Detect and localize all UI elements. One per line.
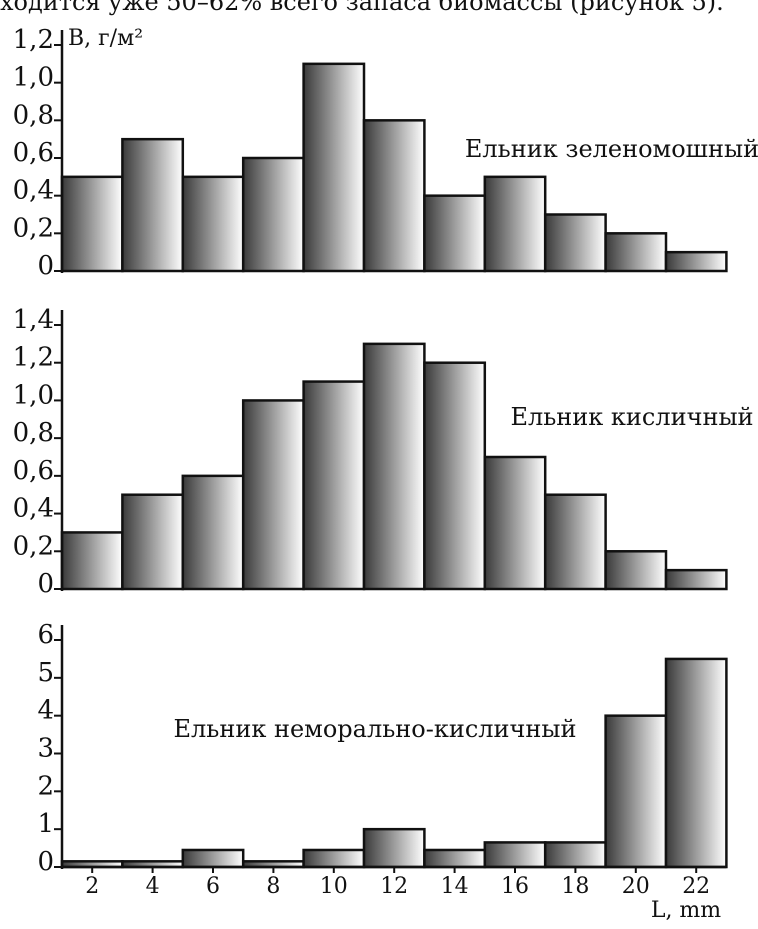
- y-tick-label-1: 1,0: [13, 63, 54, 93]
- bar-3-6: [181, 848, 245, 869]
- bar-2-16: [483, 455, 547, 591]
- y-tick-label-3: 3: [37, 734, 54, 764]
- x-tick-label: 8: [266, 874, 280, 899]
- y-tick-label-2: 1,2: [13, 343, 54, 373]
- x-tick-label: 20: [622, 874, 650, 899]
- y-tick-label-1: 1,2: [13, 25, 54, 55]
- bar-2-22: [664, 568, 728, 591]
- x-tick-label: 12: [380, 874, 408, 899]
- bar-3-20: [604, 714, 668, 869]
- x-tick-label: 6: [206, 874, 220, 899]
- y-tick-label-3: 6: [37, 620, 54, 650]
- bar-1-16: [483, 175, 547, 273]
- y-tick-label-2: 0,4: [13, 494, 54, 524]
- y-tick-label-1: 0,2: [13, 213, 54, 243]
- panel-label-1: Ельник зеленомошный: [465, 135, 758, 163]
- y-tick-label-1: 0,8: [13, 100, 54, 130]
- y-tick-label-1: 0,6: [13, 138, 54, 168]
- x-tick-label: 10: [320, 874, 348, 899]
- bar-2-20: [604, 550, 668, 591]
- y-tick-label-3: 0: [37, 847, 54, 877]
- y-tick-label-3: 2: [37, 771, 54, 801]
- bar-1-2: [60, 175, 124, 273]
- bar-1-6: [181, 175, 245, 273]
- bar-2-12: [362, 342, 426, 591]
- bar-3-12: [362, 827, 426, 869]
- y-tick-label-3: 5: [37, 658, 54, 688]
- bar-2-8: [241, 399, 305, 591]
- y-tick-label-2: 0,6: [13, 456, 54, 486]
- bar-3-22: [664, 657, 728, 869]
- bar-1-22: [664, 250, 728, 273]
- y-tick-label-2: 1,0: [13, 380, 54, 410]
- bar-1-8: [241, 156, 305, 273]
- bar-2-4: [121, 493, 185, 591]
- y-tick-label-1: 0,4: [13, 176, 54, 206]
- y-tick-label-2: 1,4: [13, 305, 54, 335]
- bar-1-20: [604, 232, 668, 273]
- y-tick-label-3: 4: [37, 696, 54, 726]
- bar-3-18: [543, 841, 607, 869]
- y-tick-label-3: 1: [37, 809, 54, 839]
- y-tick-label-2: 0,8: [13, 418, 54, 448]
- panel-label-2: Ельник кисличный: [510, 403, 753, 431]
- bar-3-16: [483, 841, 547, 869]
- bar-3-14: [423, 848, 487, 869]
- bar-2-6: [181, 474, 245, 591]
- x-tick-label: 14: [441, 874, 469, 899]
- bar-3-10: [302, 848, 366, 869]
- bar-1-10: [302, 62, 366, 273]
- bar-1-14: [423, 194, 487, 273]
- y-tick-label-1: 0: [37, 251, 54, 281]
- bar-1-4: [121, 137, 185, 273]
- bar-2-14: [423, 361, 487, 591]
- x-tick-label: 4: [146, 874, 160, 899]
- panel-label-3: Ельник неморально-кисличный: [174, 715, 577, 743]
- bar-2-18: [543, 493, 607, 591]
- x-tick-label: 18: [561, 874, 589, 899]
- x-tick-label: 16: [501, 874, 529, 899]
- bar-1-12: [362, 119, 426, 273]
- chart-panels: 0 0,2 0,4 0,6 0,8 1,0 1,2 B, г/м² Ельник зеленом…: [13, 25, 758, 899]
- y-axis-label: B, г/м²: [68, 26, 143, 51]
- bar-2-10: [302, 380, 366, 591]
- bar-1-18: [543, 213, 607, 273]
- y-tick-label-2: 0,2: [13, 531, 54, 561]
- panel-2: 0 0,2 0,4 0,6 0,8 1,0 1,2 1,4 Ельник кисличный: [13, 305, 754, 599]
- bar-2-2: [60, 531, 124, 591]
- x-axis-label: L, mm: [651, 898, 721, 923]
- x-tick-label: 2: [85, 874, 99, 899]
- x-tick-label: 22: [682, 874, 710, 899]
- panel-3: 0 1 2 3 4 5 6 Ельник неморально-кисличный: [37, 620, 728, 877]
- y-tick-label-2: 0: [37, 569, 54, 599]
- caption-fragment: ходится уже 50–62% всего запаса биомассы…: [0, 0, 724, 16]
- panel-1: 0 0,2 0,4 0,6 0,8 1,0 1,2 B, г/м² Ельник зеленом…: [13, 25, 758, 281]
